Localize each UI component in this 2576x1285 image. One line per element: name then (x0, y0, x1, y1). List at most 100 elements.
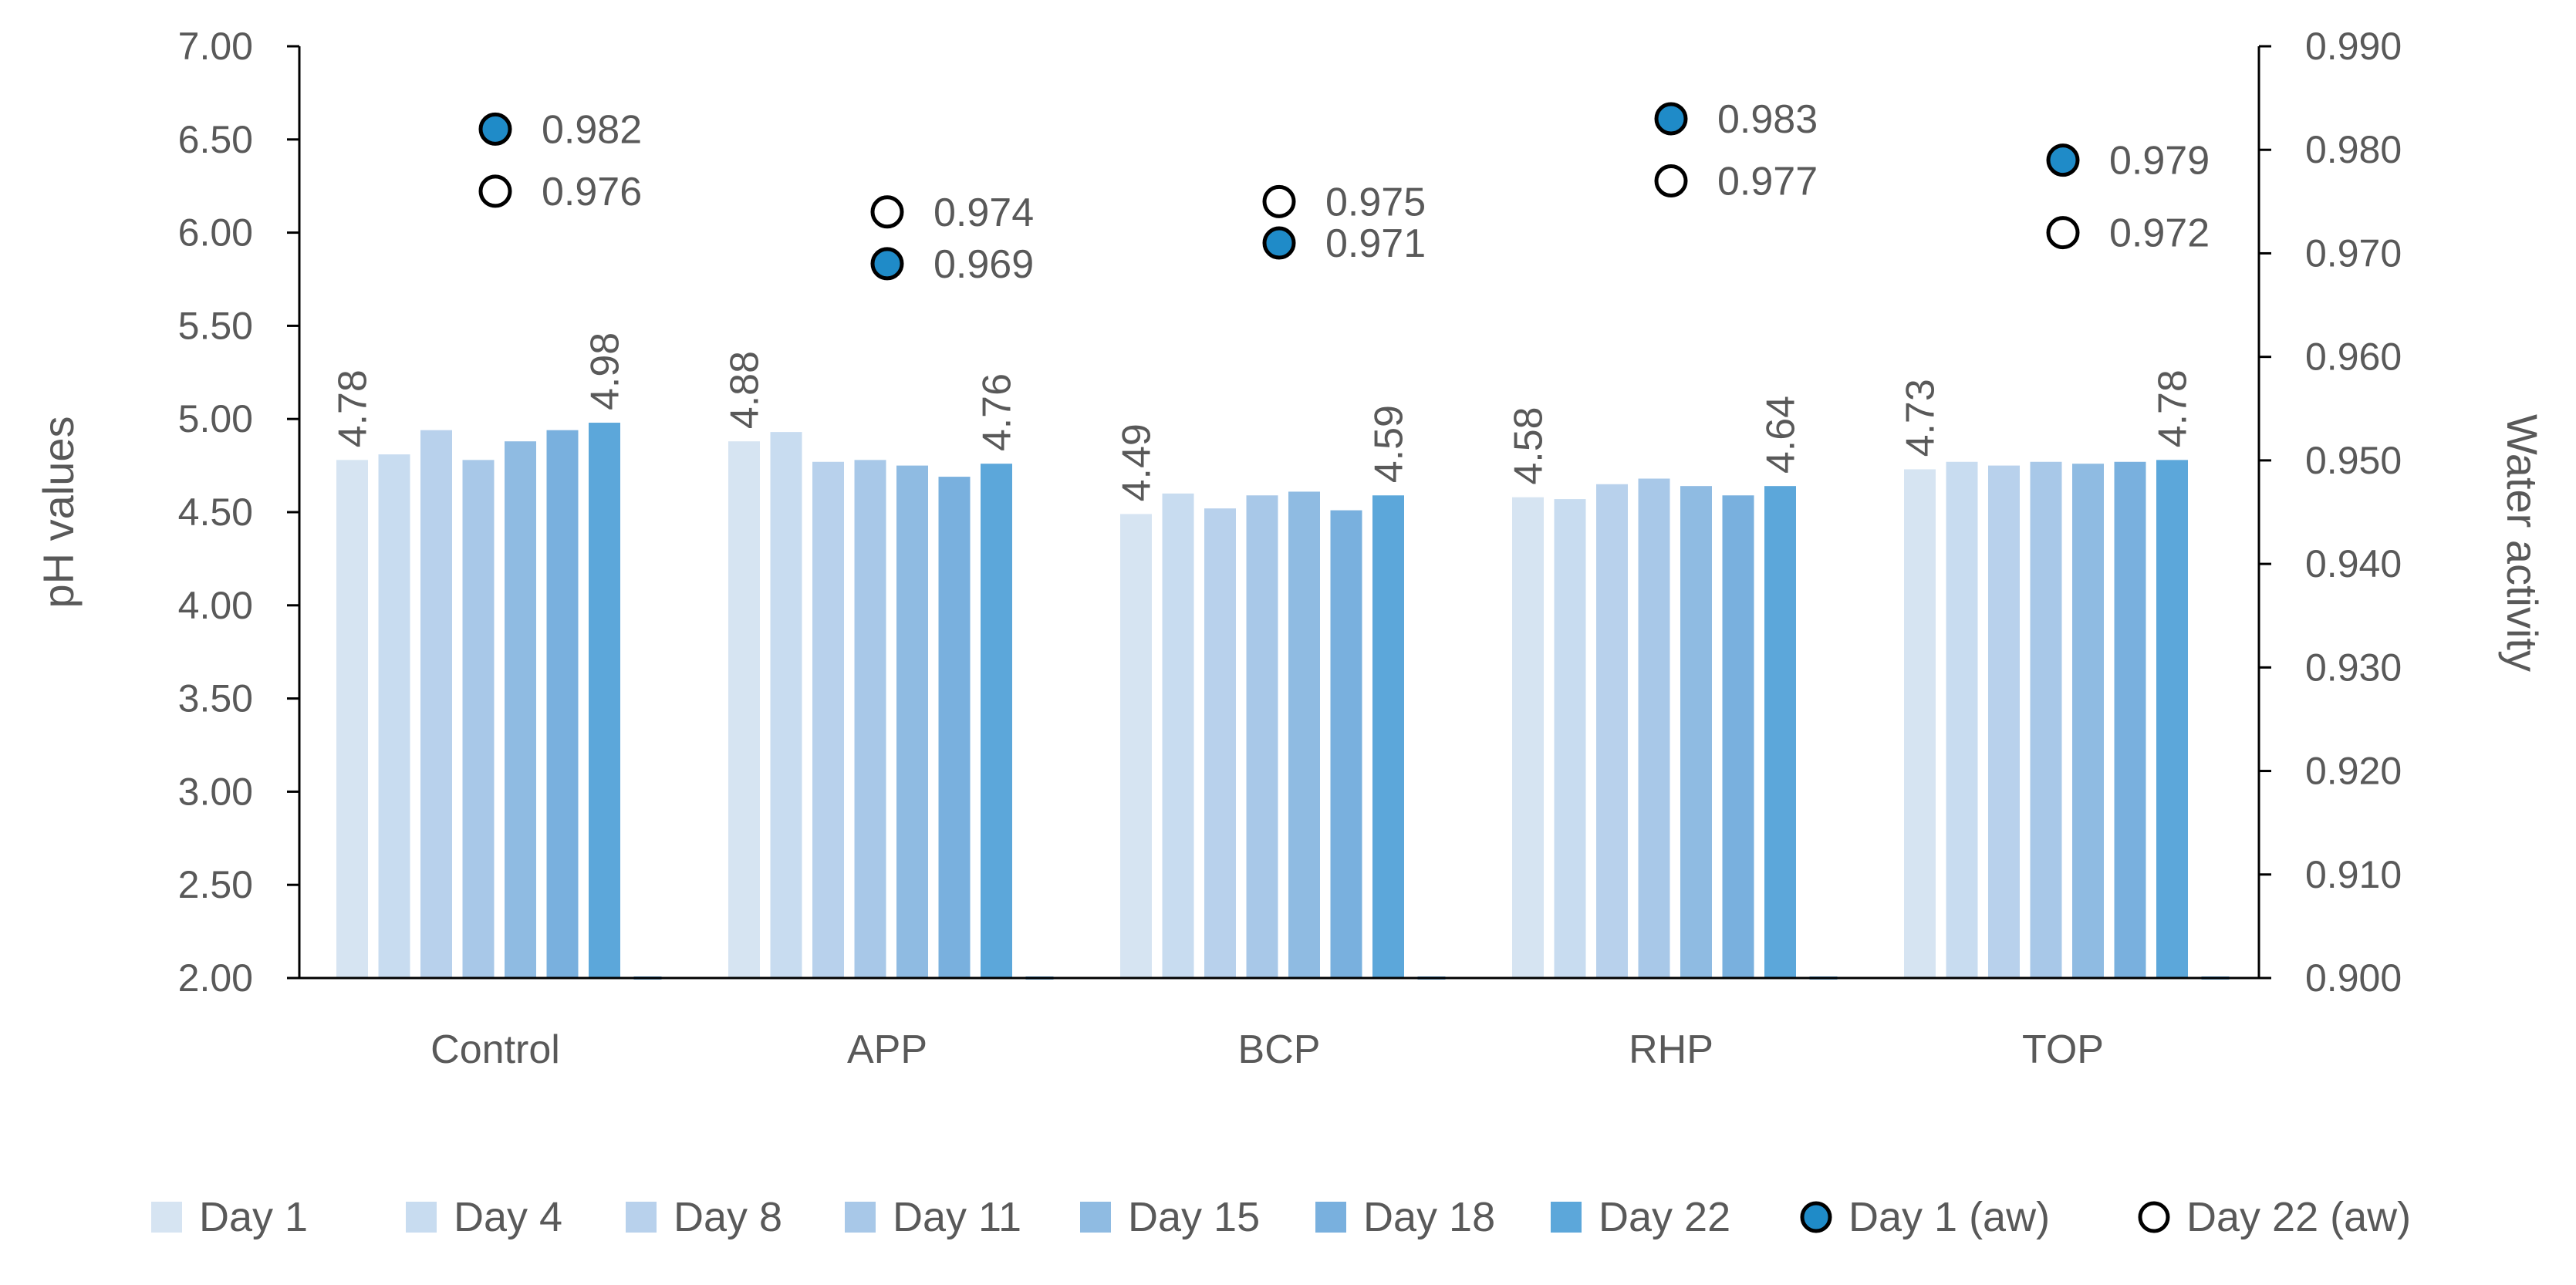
aw-marker-day-22 (1262, 184, 1296, 218)
bar-rhp-day-8 (1596, 484, 1628, 978)
y-tick-label: 6.50 (178, 118, 253, 161)
y2-tick-label: 0.950 (2305, 439, 2402, 482)
y2-tick-label: 0.980 (2305, 128, 2402, 171)
bar-control-day-8 (420, 430, 452, 978)
legend-swatch (1080, 1202, 1111, 1233)
bar-bcp-day-4 (1162, 493, 1194, 978)
bar-bcp-day-8 (1204, 508, 1236, 978)
bar-rhp-day-1 (1512, 497, 1544, 978)
aw-marker-day-22 (870, 195, 904, 229)
aw-label: 0.969 (934, 242, 1034, 287)
water-activity-markers: 0.982 0.969 0.971 0.983 0.979 0.976 0.974 0.975… (478, 97, 2210, 287)
aw-marker-day-22 (2046, 216, 2080, 250)
data-label-day-1: 4.58 (1507, 406, 1551, 484)
y-tick-label: 6.00 (178, 211, 253, 255)
category-label: BCP (1238, 1027, 1321, 1072)
category-label: TOP (2022, 1027, 2104, 1072)
bar-top-day-11 (2030, 461, 2062, 978)
data-label-day-22: 4.64 (1759, 396, 1804, 474)
aw-label: 0.975 (1325, 180, 1426, 224)
category-label: APP (847, 1027, 927, 1072)
y-tick-label: 5.00 (178, 397, 253, 440)
category-label: RHP (1629, 1027, 1713, 1072)
bar-top-day-18 (2114, 461, 2146, 978)
legend-label: Day 15 (1128, 1194, 1260, 1240)
data-label-day-1: 4.73 (1899, 379, 1943, 457)
data-label-day-1: 4.88 (723, 351, 768, 429)
bar-app-day-15 (896, 465, 928, 978)
bar-bcp-day-22 (1372, 495, 1404, 978)
y2-tick-label: 0.990 (2305, 25, 2402, 68)
y2-tick-label: 0.970 (2305, 231, 2402, 275)
bar-top-day-1 (1904, 469, 1936, 978)
legend-swatch (845, 1202, 876, 1233)
aw-marker-day-1 (1262, 226, 1296, 260)
aw-marker-day-1 (478, 112, 512, 146)
aw-marker-day-22 (478, 174, 512, 208)
data-label-day-22: 4.78 (2151, 369, 2196, 447)
y-tick-label: 3.00 (178, 770, 253, 813)
data-label-day-1: 4.78 (331, 369, 376, 447)
bar-control-day-11 (462, 460, 495, 978)
y2-axis-title: Water activity (2498, 414, 2547, 672)
bar-bcp-day-18 (1330, 510, 1362, 978)
y2-tick-label: 0.940 (2305, 542, 2402, 585)
legend-label: Day 22 (1599, 1194, 1730, 1240)
legend-swatch (406, 1202, 437, 1233)
y-tick-label: 2.00 (178, 956, 253, 1000)
legend: Day 1 Day 4 Day 8 Day 11 Day 15 Day 18 Day 22 D… (151, 1194, 2411, 1240)
aw-label: 0.972 (2109, 211, 2210, 256)
aw-label: 0.976 (542, 170, 642, 214)
legend-label: Day 1 (199, 1194, 308, 1240)
bar-control-day-22 (589, 423, 620, 978)
bar-rhp-day-15 (1680, 486, 1712, 978)
aw-marker-day-1 (870, 247, 904, 281)
bar-top-day-4 (1946, 461, 1978, 978)
y-axis-title: pH values (34, 416, 83, 608)
bar-top-day-22 (2156, 460, 2188, 978)
data-label-day-1: 4.49 (1115, 423, 1160, 501)
bar-app-day-1 (728, 441, 760, 978)
y2-tick-label: 0.910 (2305, 853, 2402, 896)
y-tick-label: 2.50 (178, 863, 253, 906)
data-labels: 4.78 4.98 4.88 4.76 4.49 4.59 4.58 4.64 4.73 4.78 (331, 332, 2196, 502)
y-tick-label: 7.00 (178, 25, 253, 68)
legend-swatch (1315, 1202, 1346, 1233)
y2-tick-label: 0.930 (2305, 646, 2402, 689)
bar-control-day-15 (505, 441, 536, 978)
axes: 2.00 2.50 3.00 3.50 4.00 4.50 5.00 5.50 6.00 6.50… (34, 25, 2547, 1072)
data-label-day-22: 4.76 (975, 373, 1020, 451)
aw-label: 0.974 (934, 191, 1034, 235)
y-tick-label: 4.50 (178, 491, 253, 534)
bar-control-day-1 (336, 460, 368, 978)
legend-swatch (1800, 1201, 1832, 1233)
data-label-day-22: 4.59 (1367, 405, 1412, 483)
bar-control-day-18 (546, 430, 579, 978)
bar-bcp-day-1 (1120, 514, 1152, 978)
y-tick-label: 3.50 (178, 677, 253, 720)
legend-label: Day 4 (454, 1194, 562, 1240)
plot-area (336, 423, 2230, 980)
legend-label: Day 11 (893, 1194, 1021, 1240)
y2-tick-label: 0.920 (2305, 750, 2402, 793)
legend-swatch (1551, 1202, 1582, 1233)
bar-rhp-day-18 (1722, 495, 1754, 978)
aw-label: 0.979 (2109, 139, 2210, 184)
y-tick-label: 4.00 (178, 584, 253, 627)
aw-label: 0.977 (1717, 159, 1818, 204)
legend-label: Day 8 (674, 1194, 782, 1240)
legend-swatch (626, 1202, 657, 1233)
legend-label: Day 1 (aw) (1848, 1194, 2050, 1240)
y2-tick-label: 0.900 (2305, 956, 2402, 1000)
aw-marker-day-1 (1654, 102, 1688, 136)
data-label-day-22: 4.98 (583, 332, 628, 410)
bar-app-day-4 (770, 432, 802, 978)
aw-label: 0.983 (1717, 97, 1818, 142)
aw-marker-day-22 (1654, 164, 1688, 197)
aw-marker-day-1 (2046, 143, 2080, 177)
bar-control-day-4 (378, 454, 410, 978)
bar-app-day-8 (812, 461, 844, 978)
bar-rhp-day-4 (1554, 499, 1586, 978)
legend-label: Day 22 (aw) (2186, 1194, 2411, 1240)
